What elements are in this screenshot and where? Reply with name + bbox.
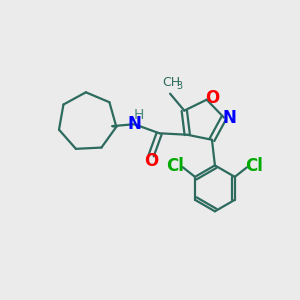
Text: H: H xyxy=(134,108,144,122)
Text: N: N xyxy=(222,109,236,127)
Text: 3: 3 xyxy=(176,81,183,91)
Text: O: O xyxy=(205,89,219,107)
Text: O: O xyxy=(144,152,158,170)
Text: Cl: Cl xyxy=(245,157,263,175)
Text: Cl: Cl xyxy=(167,157,184,175)
Text: CH: CH xyxy=(163,76,181,89)
Text: N: N xyxy=(128,115,141,133)
